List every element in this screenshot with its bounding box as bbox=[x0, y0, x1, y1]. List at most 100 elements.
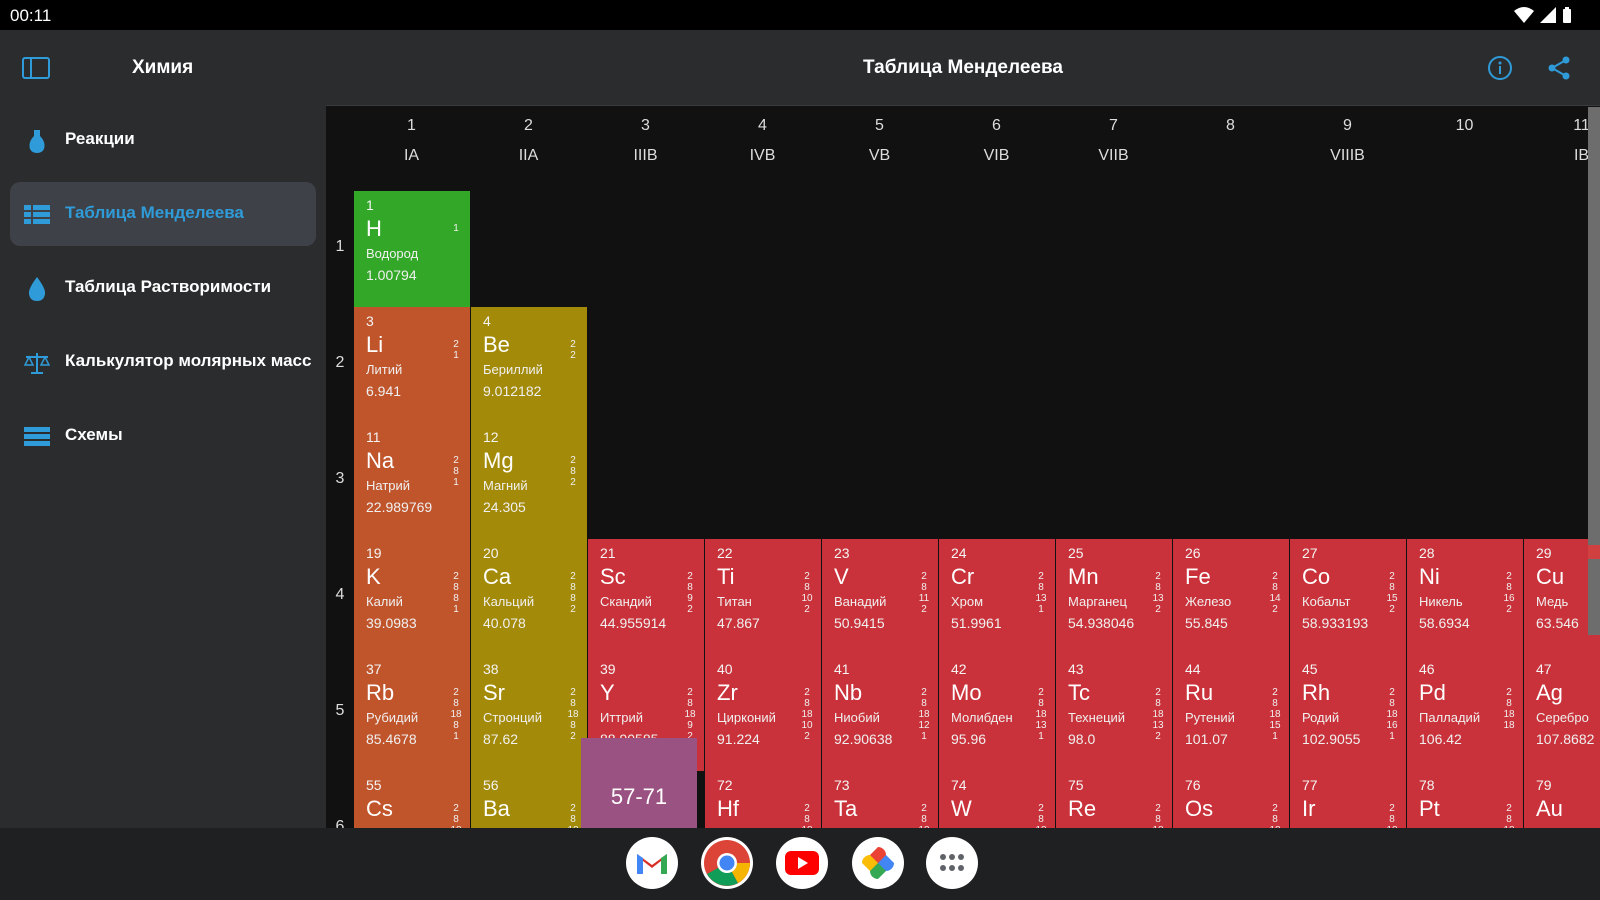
element-name: Кобальт bbox=[1302, 594, 1351, 609]
element-cell[interactable]: 28 Ni Никель 58.6934 2 8 16 2 bbox=[1407, 539, 1523, 655]
element-symbol: Au bbox=[1536, 796, 1563, 821]
element-cell[interactable]: 19 K Калий 39.0983 2 8 8 1 bbox=[354, 539, 470, 655]
shell-value: 8 bbox=[570, 466, 576, 477]
element-cell[interactable]: 46 Pd Палладий 106.42 2 8 18 18 bbox=[1407, 655, 1523, 771]
element-symbol: Rh bbox=[1302, 680, 1331, 705]
element-symbol: Pt bbox=[1419, 796, 1440, 821]
shell-value: 2 bbox=[804, 571, 810, 582]
element-cell[interactable]: 74 W Вольфрам 281832 bbox=[939, 771, 1055, 828]
main-content: Таблица Менделеева 1 IA 2 IIA 3 IIIB 4 IVB 5 VB 6 V… bbox=[326, 30, 1600, 828]
shell-value: 8 bbox=[1155, 582, 1161, 593]
sidebar-item-reactions[interactable]: Реакции bbox=[10, 108, 316, 172]
atomic-number: 39 bbox=[600, 661, 616, 677]
element-cell[interactable]: 29 Cu Медь 63.546 bbox=[1524, 539, 1600, 655]
atomic-number: 46 bbox=[1419, 661, 1435, 677]
electron-shells: 2 8 10 2 bbox=[799, 571, 815, 615]
sidebar-item-label: Таблица Менделеева bbox=[65, 203, 244, 222]
element-cell[interactable]: 78 Pt Платина 281832 bbox=[1407, 771, 1523, 828]
scrollbar[interactable] bbox=[1588, 107, 1600, 635]
element-cell[interactable]: 12 Mg Магний 24.305 2 8 2 bbox=[471, 423, 587, 539]
element-cell[interactable]: 4 Be Бериллий 9.012182 2 2 bbox=[471, 307, 587, 423]
youtube-icon[interactable] bbox=[776, 837, 828, 889]
scrollbar-thumb[interactable] bbox=[1588, 545, 1600, 559]
column-number: 8 bbox=[1226, 117, 1235, 134]
electron-shells: 2 8 18 9 2 bbox=[682, 687, 698, 742]
shell-value: 8 bbox=[570, 593, 576, 604]
element-cell[interactable]: 3 Li Литий 6.941 2 1 bbox=[354, 307, 470, 423]
element-cell[interactable]: 45 Rh Родий 102.9055 2 8 18 16 1 bbox=[1290, 655, 1406, 771]
element-cell[interactable]: 73 Ta Тантал 281832 bbox=[822, 771, 938, 828]
element-symbol: Sc bbox=[600, 564, 626, 589]
sidebar-item-solubility[interactable]: Таблица Растворимости bbox=[10, 256, 316, 320]
shell-value: 18 bbox=[1384, 825, 1400, 828]
sidebar-toggle-icon[interactable] bbox=[22, 57, 50, 79]
element-symbol: Mo bbox=[951, 680, 982, 705]
element-symbol: Li bbox=[366, 332, 384, 357]
element-symbol: Cu bbox=[1536, 564, 1565, 589]
element-name: Платина bbox=[1419, 826, 1471, 828]
element-cell[interactable]: 22 Ti Титан 47.867 2 8 10 2 bbox=[705, 539, 821, 655]
element-cell[interactable]: 40 Zr Цирконий 91.224 2 8 18 10 2 bbox=[705, 655, 821, 771]
shell-value: 18 bbox=[448, 825, 464, 828]
shell-value: 8 bbox=[453, 814, 459, 825]
element-cell[interactable]: 1 H Водород 1.00794 1 bbox=[354, 191, 470, 307]
shell-value: 8 bbox=[1506, 698, 1512, 709]
element-cell[interactable]: 20 Ca Кальций 40.078 2 8 8 2 bbox=[471, 539, 587, 655]
element-cell[interactable]: 75 Re Рений 281832 bbox=[1056, 771, 1172, 828]
element-cell[interactable]: 41 Nb Ниобий 92.90638 2 8 18 12 1 bbox=[822, 655, 938, 771]
element-symbol: Ru bbox=[1185, 680, 1214, 705]
element-cell[interactable]: 76 Os Осмий 281832 bbox=[1173, 771, 1289, 828]
atomic-mass: 102.9055 bbox=[1302, 731, 1361, 747]
element-cell[interactable]: 27 Co Кобальт 58.933193 2 8 15 2 bbox=[1290, 539, 1406, 655]
shell-value: 8 bbox=[687, 582, 693, 593]
share-icon[interactable] bbox=[1546, 55, 1572, 81]
atomic-mass: 91.224 bbox=[717, 731, 760, 747]
electron-shells: 2 8 11 2 bbox=[916, 571, 932, 615]
element-cell[interactable]: 38 Sr Стронций 87.62 2 8 18 8 2 bbox=[471, 655, 587, 771]
period-number: 5 bbox=[335, 702, 345, 719]
element-cell[interactable]: 21 Sc Скандий 44.955914 2 8 9 2 bbox=[588, 539, 704, 655]
period-number: 2 bbox=[335, 354, 345, 371]
column-number: 3 bbox=[641, 117, 650, 134]
shell-value: 18 bbox=[799, 825, 815, 828]
element-cell[interactable]: 11 Na Натрий 22.989769 2 8 1 bbox=[354, 423, 470, 539]
lanthanides-cell[interactable]: 57-71 bbox=[581, 738, 697, 828]
chrome-icon[interactable] bbox=[701, 837, 753, 889]
sidebar-item-schemes[interactable]: Схемы bbox=[10, 404, 316, 468]
element-symbol: Sr bbox=[483, 680, 505, 705]
element-cell[interactable]: 44 Ru Рутений 101.07 2 8 18 15 1 bbox=[1173, 655, 1289, 771]
element-cell[interactable]: 43 Tc Технеций 98.0 2 8 18 13 2 bbox=[1056, 655, 1172, 771]
element-cell[interactable]: 42 Mo Молибден 95.96 2 8 18 13 1 bbox=[939, 655, 1055, 771]
shell-value: 18 bbox=[1501, 825, 1517, 828]
element-cell[interactable]: 37 Rb Рубидий 85.4678 2 8 18 8 1 bbox=[354, 655, 470, 771]
element-name: Кальций bbox=[483, 594, 535, 609]
element-name: Литий bbox=[366, 362, 403, 377]
element-cell[interactable]: 47 Ag Серебро 107.8682 bbox=[1524, 655, 1600, 771]
element-cell[interactable]: 23 V Ванадий 50.9415 2 8 11 2 bbox=[822, 539, 938, 655]
element-cell[interactable]: 25 Mn Марганец 54.938046 2 8 13 2 bbox=[1056, 539, 1172, 655]
element-name: Скандий bbox=[600, 594, 652, 609]
shell-value: 2 bbox=[1038, 803, 1044, 814]
periodic-table[interactable]: 1 IA 2 IIA 3 IIIB 4 IVB 5 VB 6 VIB 7 VIIB 8 9 VIIIB 10 11 I… bbox=[326, 107, 1600, 828]
shell-value: 8 bbox=[1272, 582, 1278, 593]
element-cell[interactable]: 77 Ir Иридий 281832 bbox=[1290, 771, 1406, 828]
atomic-mass: 98.0 bbox=[1068, 731, 1096, 747]
shell-value: 2 bbox=[1506, 687, 1512, 698]
electron-shells: 2 8 18 8 2 bbox=[565, 687, 581, 742]
photos-icon[interactable] bbox=[852, 837, 904, 889]
element-cell[interactable]: 79 Au Золото bbox=[1524, 771, 1600, 828]
atomic-mass: 92.90638 bbox=[834, 731, 893, 747]
element-cell[interactable]: 26 Fe Железо 55.845 2 8 14 2 bbox=[1173, 539, 1289, 655]
atomic-mass: 40.078 bbox=[483, 615, 526, 631]
info-icon[interactable] bbox=[1487, 55, 1513, 81]
element-cell[interactable]: 72 Hf Гафний 281832 bbox=[705, 771, 821, 828]
gmail-icon[interactable] bbox=[626, 837, 678, 889]
shell-value: 18 bbox=[450, 709, 462, 720]
sidebar-item-molar-calc[interactable]: Калькулятор молярных масс bbox=[10, 330, 316, 394]
sidebar-item-periodic-table[interactable]: Таблица Менделеева bbox=[10, 182, 316, 246]
app-drawer-icon[interactable] bbox=[926, 837, 978, 889]
element-cell[interactable]: 24 Cr Хром 51.9961 2 8 13 1 bbox=[939, 539, 1055, 655]
